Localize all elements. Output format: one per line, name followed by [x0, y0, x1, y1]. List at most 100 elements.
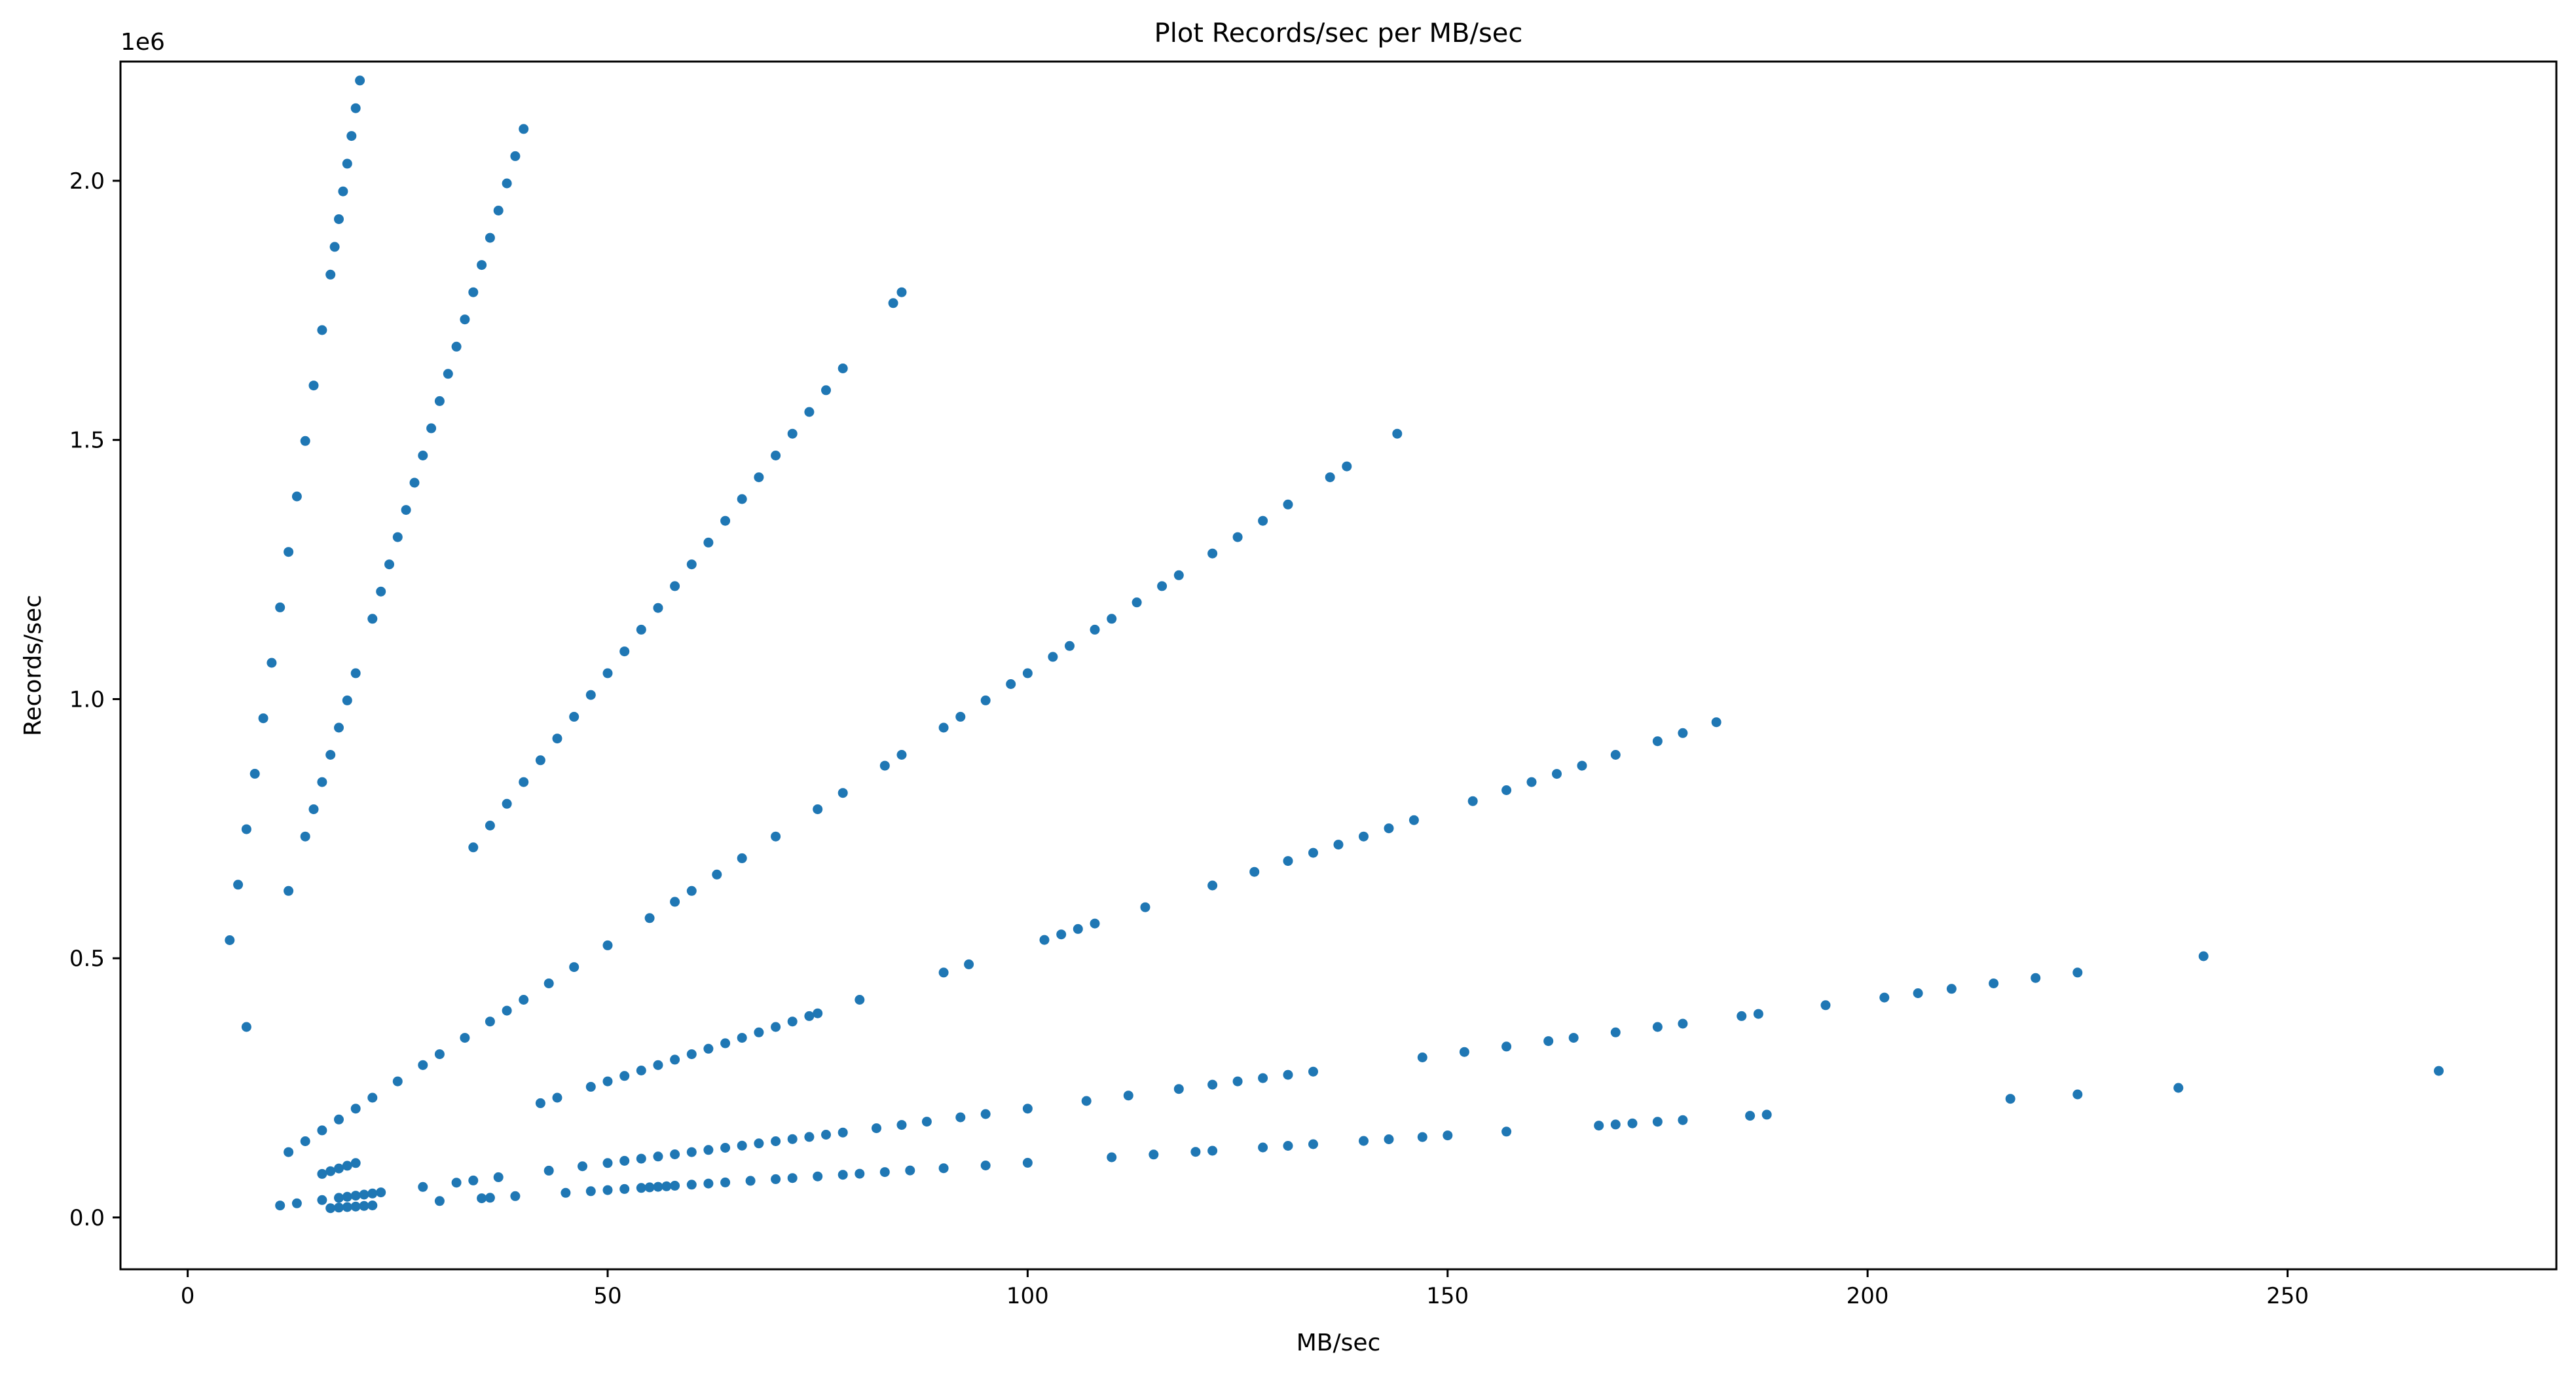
x-tick-label: 200: [1847, 1283, 1889, 1309]
data-point: [813, 1008, 823, 1018]
data-point: [468, 1175, 479, 1185]
data-point: [519, 124, 529, 134]
data-point: [519, 995, 529, 1005]
data-point: [392, 532, 403, 542]
data-point: [1467, 796, 1478, 806]
data-point: [519, 777, 529, 787]
data-point: [1913, 988, 1923, 998]
data-point: [325, 750, 336, 760]
data-point: [552, 734, 562, 744]
data-point: [267, 658, 277, 668]
data-point: [837, 1170, 848, 1180]
data-point: [771, 451, 781, 460]
data-point: [308, 381, 319, 391]
data-point: [451, 341, 462, 352]
data-point: [434, 1196, 445, 1206]
data-point: [552, 1092, 562, 1103]
data-point: [485, 1193, 495, 1203]
data-point: [2072, 1089, 2083, 1100]
data-point: [543, 1165, 554, 1176]
y-offset-label: 1e6: [120, 29, 165, 56]
data-point: [771, 1174, 781, 1184]
data-point: [980, 1161, 991, 1170]
data-point: [1761, 1109, 1772, 1120]
data-point: [980, 1109, 991, 1119]
y-tick-label: 1.0: [69, 686, 105, 713]
x-axis-label: MB/sec: [1297, 1330, 1381, 1356]
data-points: [225, 75, 2444, 1214]
data-point: [434, 1049, 445, 1060]
data-point: [787, 1173, 798, 1183]
data-point: [569, 711, 580, 722]
data-point: [686, 1049, 697, 1060]
data-point: [1149, 1149, 1159, 1160]
data-point: [1283, 1070, 1293, 1080]
data-point: [1157, 581, 1168, 591]
data-point: [703, 1043, 714, 1054]
data-point: [686, 1147, 697, 1157]
data-point: [1207, 548, 1218, 559]
data-point: [703, 1145, 714, 1155]
data-point: [317, 1168, 327, 1179]
data-point: [872, 1123, 881, 1134]
plot-frame: [119, 60, 2558, 1271]
data-point: [703, 1178, 714, 1189]
data-point: [602, 1076, 613, 1087]
data-point: [384, 559, 394, 570]
data-point: [1207, 880, 1218, 891]
data-point: [418, 451, 428, 460]
data-point: [291, 1198, 302, 1208]
data-point: [821, 385, 831, 396]
data-point: [2198, 951, 2209, 961]
data-point: [1459, 1047, 1469, 1057]
data-point: [1258, 515, 1268, 526]
data-point: [1283, 499, 1293, 510]
data-point: [426, 423, 437, 434]
data-point: [737, 1140, 747, 1151]
data-point: [493, 1172, 504, 1182]
data-point: [754, 1138, 764, 1149]
data-point: [1258, 1073, 1268, 1083]
data-point: [367, 1201, 378, 1210]
data-point: [418, 1060, 428, 1070]
data-point: [300, 831, 310, 842]
data-point: [346, 131, 357, 141]
data-point: [510, 151, 521, 161]
data-point: [1283, 856, 1293, 866]
data-point: [804, 1011, 815, 1021]
data-point: [317, 1125, 327, 1136]
data-point: [367, 1188, 378, 1199]
data-point: [955, 1112, 966, 1123]
data-point: [813, 804, 823, 815]
data-point: [1417, 1052, 1427, 1062]
data-point: [1610, 1119, 1621, 1130]
data-point: [888, 298, 898, 308]
data-point: [401, 505, 411, 515]
data-point: [921, 1117, 932, 1127]
data-point: [636, 1153, 646, 1164]
data-point: [1022, 668, 1033, 679]
data-point: [1501, 785, 1512, 795]
data-point: [980, 695, 991, 705]
data-point: [350, 103, 361, 113]
data-point: [720, 1143, 731, 1153]
data-point: [275, 602, 285, 612]
data-point: [1610, 1027, 1621, 1037]
x-tick-label: 50: [593, 1283, 621, 1309]
data-point: [1232, 532, 1243, 542]
data-point: [1652, 1022, 1663, 1032]
data-point: [1417, 1132, 1427, 1142]
data-point: [1501, 1127, 1512, 1137]
data-point: [359, 1189, 369, 1200]
data-point: [1526, 777, 1537, 787]
data-point: [1879, 992, 1890, 1003]
data-point: [1359, 831, 1369, 842]
data-point: [1820, 1000, 1831, 1011]
data-point: [1090, 918, 1100, 929]
data-point: [1408, 815, 1419, 825]
data-point: [443, 369, 453, 379]
data-point: [409, 477, 420, 488]
data-point: [1232, 1076, 1243, 1087]
data-point: [619, 1155, 630, 1166]
data-point: [434, 396, 445, 406]
